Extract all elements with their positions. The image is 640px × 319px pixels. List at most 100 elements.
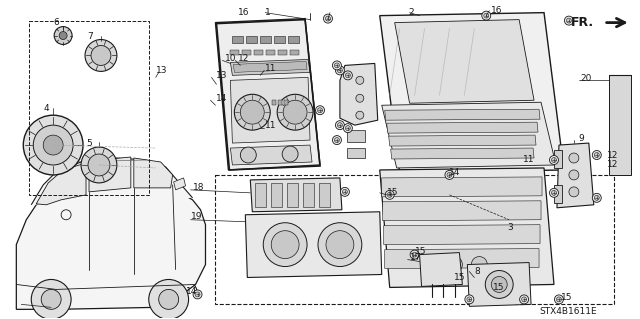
Bar bbox=[260, 35, 271, 42]
Text: 2: 2 bbox=[408, 8, 414, 17]
Circle shape bbox=[271, 231, 299, 259]
Circle shape bbox=[552, 190, 556, 195]
Circle shape bbox=[344, 124, 353, 133]
Text: 16: 16 bbox=[492, 6, 503, 15]
Polygon shape bbox=[381, 177, 542, 197]
Text: 13: 13 bbox=[156, 66, 167, 75]
Polygon shape bbox=[380, 168, 554, 287]
Bar bbox=[278, 50, 287, 56]
Circle shape bbox=[335, 121, 344, 130]
Circle shape bbox=[566, 18, 572, 23]
Polygon shape bbox=[245, 212, 381, 278]
Bar bbox=[347, 148, 365, 158]
Circle shape bbox=[557, 297, 561, 302]
Polygon shape bbox=[216, 19, 320, 170]
Circle shape bbox=[282, 146, 298, 162]
Text: 5: 5 bbox=[86, 138, 92, 148]
Bar bbox=[274, 35, 285, 42]
Circle shape bbox=[410, 250, 419, 259]
Bar bbox=[290, 50, 299, 56]
Circle shape bbox=[554, 295, 563, 304]
Polygon shape bbox=[250, 178, 342, 212]
Circle shape bbox=[193, 290, 202, 299]
Circle shape bbox=[91, 46, 111, 65]
Circle shape bbox=[332, 136, 341, 145]
Circle shape bbox=[482, 11, 491, 20]
Circle shape bbox=[550, 156, 559, 165]
Circle shape bbox=[337, 123, 342, 128]
Polygon shape bbox=[230, 78, 310, 143]
Circle shape bbox=[387, 192, 392, 197]
Polygon shape bbox=[230, 59, 310, 75]
Polygon shape bbox=[387, 122, 538, 133]
Circle shape bbox=[81, 147, 117, 183]
Circle shape bbox=[471, 256, 487, 272]
Polygon shape bbox=[381, 102, 556, 168]
Circle shape bbox=[88, 154, 110, 176]
Circle shape bbox=[346, 73, 350, 78]
Circle shape bbox=[234, 94, 270, 130]
Circle shape bbox=[485, 271, 513, 298]
Circle shape bbox=[23, 115, 83, 175]
Text: 19: 19 bbox=[191, 212, 202, 221]
Circle shape bbox=[326, 16, 330, 21]
Text: 15: 15 bbox=[454, 273, 466, 282]
Bar bbox=[288, 35, 299, 42]
Bar bbox=[254, 50, 263, 56]
Circle shape bbox=[241, 147, 256, 163]
Circle shape bbox=[59, 32, 67, 40]
Circle shape bbox=[316, 106, 324, 115]
Bar bbox=[278, 100, 282, 105]
Circle shape bbox=[346, 126, 350, 130]
Text: 17: 17 bbox=[410, 253, 421, 262]
Circle shape bbox=[484, 285, 493, 294]
Circle shape bbox=[263, 223, 307, 267]
Circle shape bbox=[592, 151, 601, 160]
Circle shape bbox=[323, 14, 332, 23]
Bar bbox=[230, 50, 239, 56]
Text: 7: 7 bbox=[87, 32, 93, 41]
Polygon shape bbox=[234, 62, 307, 72]
Circle shape bbox=[335, 63, 339, 68]
Text: 15: 15 bbox=[493, 283, 505, 292]
Circle shape bbox=[595, 195, 599, 200]
Bar bbox=[232, 35, 243, 42]
Polygon shape bbox=[134, 158, 173, 188]
Circle shape bbox=[356, 111, 364, 119]
Circle shape bbox=[552, 158, 556, 162]
Circle shape bbox=[595, 152, 599, 158]
Text: 4: 4 bbox=[44, 104, 49, 113]
Text: 12: 12 bbox=[238, 54, 250, 63]
Bar bbox=[319, 183, 330, 207]
Circle shape bbox=[412, 252, 417, 257]
Circle shape bbox=[450, 277, 455, 282]
Circle shape bbox=[422, 256, 438, 272]
Circle shape bbox=[283, 100, 307, 124]
Text: 11: 11 bbox=[265, 121, 276, 130]
Text: 6: 6 bbox=[53, 18, 59, 27]
Polygon shape bbox=[390, 148, 534, 159]
Circle shape bbox=[195, 292, 200, 297]
Bar bbox=[243, 50, 252, 56]
Polygon shape bbox=[230, 145, 312, 165]
Text: 15: 15 bbox=[561, 293, 572, 302]
Polygon shape bbox=[388, 135, 536, 146]
Text: 14: 14 bbox=[186, 287, 197, 296]
Bar bbox=[287, 183, 298, 207]
Text: 12: 12 bbox=[607, 151, 618, 160]
Polygon shape bbox=[31, 158, 193, 205]
Bar bbox=[271, 183, 282, 207]
Bar bbox=[255, 183, 266, 207]
Circle shape bbox=[465, 295, 474, 304]
Text: 14: 14 bbox=[449, 168, 461, 177]
Polygon shape bbox=[384, 225, 540, 245]
Polygon shape bbox=[36, 163, 86, 205]
Circle shape bbox=[467, 297, 472, 302]
Polygon shape bbox=[380, 13, 564, 173]
Polygon shape bbox=[383, 201, 541, 221]
Circle shape bbox=[41, 289, 61, 309]
Bar bbox=[266, 50, 275, 56]
Text: 12: 12 bbox=[607, 160, 618, 169]
Circle shape bbox=[33, 125, 73, 165]
Polygon shape bbox=[340, 63, 378, 125]
